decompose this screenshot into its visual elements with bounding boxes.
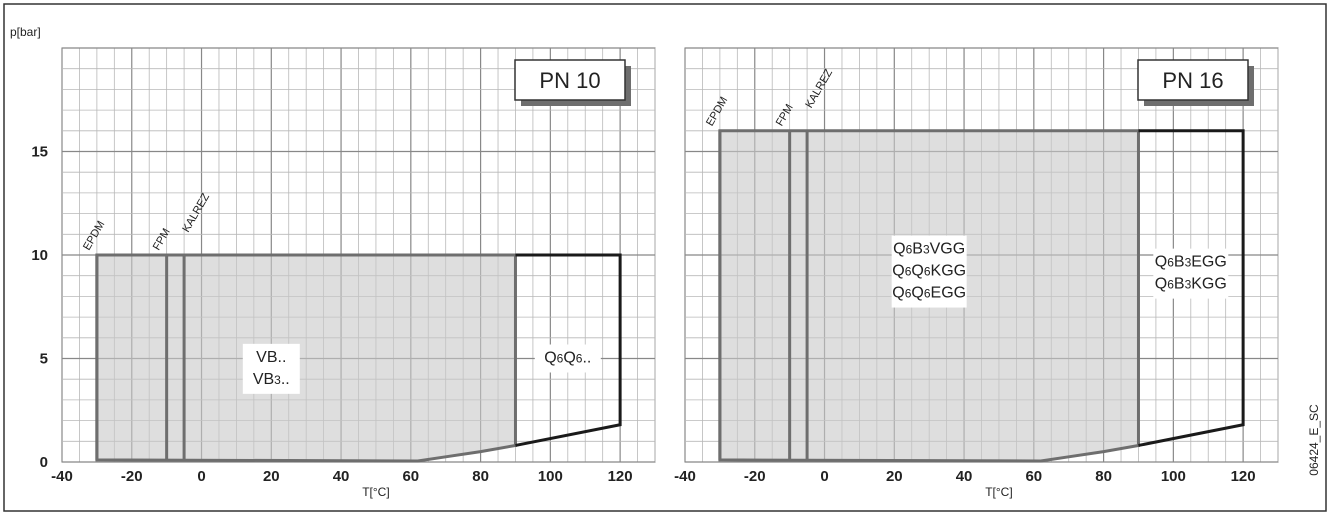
x-tick-label: 20 <box>263 468 280 485</box>
outline-region-label-line: Q6Q6.. <box>544 350 591 367</box>
figure-code: 06424_E_SC <box>1307 404 1321 476</box>
x-tick-label: 100 <box>1161 468 1186 485</box>
outline-region <box>1138 129 1245 447</box>
shaded-region-label-line: VB3.. <box>253 371 290 388</box>
outline-region-label: Q6B3EGG Q6B3KGG <box>1153 248 1229 299</box>
x-tick-label: 100 <box>538 468 563 485</box>
shaded-region-label: VB.. VB3.. <box>242 343 300 394</box>
x-tick-label: 40 <box>333 468 350 485</box>
outline-region <box>515 253 622 447</box>
y-tick-label: 5 <box>40 351 48 368</box>
y-tick-label: 0 <box>40 454 48 471</box>
title-box <box>1137 59 1249 101</box>
shaded-region-label-line: Q6Q6EGG <box>892 285 966 302</box>
shaded-region <box>95 253 517 463</box>
chart-title: PN 16 <box>1162 68 1223 93</box>
x-tick-label: 80 <box>472 468 489 485</box>
x-tick-label: -20 <box>121 468 143 485</box>
x-tick-label: -40 <box>51 468 73 485</box>
y-axis-label: p[bar] <box>10 25 41 39</box>
outline-region-label-bg <box>534 344 601 373</box>
shaded-region-label-line: Q6B3VGG <box>893 241 965 258</box>
x-tick-label: -20 <box>744 468 766 485</box>
outline-region-label-bg <box>1153 248 1229 299</box>
outline-region-label: Q6Q6.. <box>534 344 601 373</box>
x-tick-label: 60 <box>402 468 419 485</box>
y-tick-label: 15 <box>31 144 48 161</box>
shaded-region-label-bg <box>891 235 967 308</box>
x-tick-label: 40 <box>956 468 973 485</box>
x-tick-label: 80 <box>1095 468 1112 485</box>
chart-title: PN 10 <box>539 68 600 93</box>
x-tick-label: 60 <box>1025 468 1042 485</box>
x-axis-label: T[°C] <box>362 485 389 499</box>
x-tick-label: -40 <box>674 468 696 485</box>
x-tick-label: 0 <box>820 468 828 485</box>
figure-frame <box>3 3 1327 512</box>
x-tick-label: 120 <box>1231 468 1256 485</box>
y-tick-label: 10 <box>31 247 48 264</box>
outline-region-label-line: Q6B3EGG <box>1155 254 1227 271</box>
shaded-region-label: Q6B3VGG Q6Q6KGG Q6Q6EGG <box>891 235 967 308</box>
shaded-region-label-bg <box>242 343 300 394</box>
shaded-region-label-line: VB.. <box>256 349 286 366</box>
title-box <box>514 59 626 101</box>
x-axis-label: T[°C] <box>985 485 1012 499</box>
shaded-region-label-line: Q6Q6KGG <box>892 263 966 280</box>
outline-region-label-line: Q6B3KGG <box>1155 276 1227 293</box>
x-tick-label: 0 <box>197 468 205 485</box>
x-tick-label: 120 <box>608 468 633 485</box>
x-tick-label: 20 <box>886 468 903 485</box>
